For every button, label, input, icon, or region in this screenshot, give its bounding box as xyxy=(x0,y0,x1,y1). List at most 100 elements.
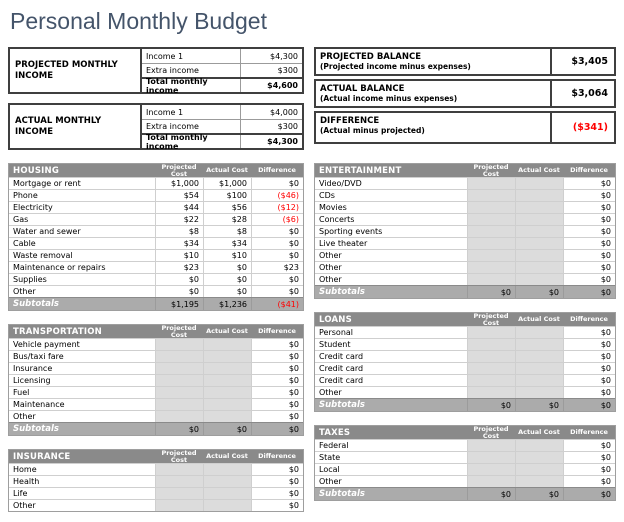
actual-cost-cell[interactable]: $10 xyxy=(203,250,251,261)
projected-cost-cell[interactable] xyxy=(155,375,203,386)
projected-cost-cell[interactable] xyxy=(467,464,515,475)
projected-cost-cell[interactable]: $10 xyxy=(155,250,203,261)
actual-cost-cell[interactable] xyxy=(515,262,563,273)
projected-cost-cell[interactable]: $22 xyxy=(155,214,203,225)
projected-cost-cell[interactable] xyxy=(155,488,203,499)
projected-cost-cell[interactable] xyxy=(155,351,203,362)
table-row: Fuel $0 xyxy=(9,386,303,398)
actual-cost-cell[interactable] xyxy=(515,363,563,374)
actual-cost-cell[interactable] xyxy=(515,178,563,189)
actual-cost-cell[interactable]: $28 xyxy=(203,214,251,225)
projected-cost-cell[interactable] xyxy=(467,452,515,463)
difference-cell: $0 xyxy=(251,286,303,297)
projected-cost-cell[interactable] xyxy=(467,339,515,350)
row-label: Movies xyxy=(319,203,347,212)
actual-cost-cell[interactable] xyxy=(515,202,563,213)
table-row: Other $0 xyxy=(315,273,615,285)
projected-cost-cell[interactable] xyxy=(155,476,203,487)
actual-cost-cell[interactable] xyxy=(515,452,563,463)
actual-cost-cell[interactable]: $0 xyxy=(203,286,251,297)
actual-cost-cell[interactable] xyxy=(515,190,563,201)
column-header: Actual Cost xyxy=(206,327,248,336)
projected-cost-cell[interactable] xyxy=(467,440,515,451)
projected-cost-cell[interactable] xyxy=(467,387,515,398)
projected-cost-cell[interactable] xyxy=(155,411,203,422)
actual-cost-cell[interactable]: $0 xyxy=(203,262,251,273)
income-value-cell[interactable]: $4,300 xyxy=(240,49,302,63)
actual-cost-cell[interactable] xyxy=(203,387,251,398)
row-label: Federal xyxy=(319,441,349,450)
actual-cost-cell[interactable] xyxy=(203,399,251,410)
projected-cost-cell[interactable] xyxy=(155,464,203,475)
projected-cost-cell[interactable] xyxy=(467,226,515,237)
expense-table-taxes: TAXES Projected Cost Actual Cost Difference… xyxy=(314,425,616,501)
actual-cost-cell[interactable] xyxy=(515,339,563,350)
actual-cost-cell[interactable] xyxy=(203,351,251,362)
actual-cost-cell[interactable] xyxy=(203,363,251,374)
income-value-cell[interactable]: $300 xyxy=(240,120,302,133)
income-value-cell[interactable]: $300 xyxy=(240,64,302,77)
actual-cost-cell[interactable]: $1,000 xyxy=(203,178,251,189)
actual-cost-cell[interactable] xyxy=(515,387,563,398)
projected-cost-cell[interactable] xyxy=(467,274,515,285)
projected-cost-cell[interactable] xyxy=(155,339,203,350)
actual-cost-cell[interactable]: $34 xyxy=(203,238,251,249)
projected-cost-cell[interactable]: $0 xyxy=(155,274,203,285)
actual-cost-cell[interactable] xyxy=(515,214,563,225)
actual-cost-cell[interactable] xyxy=(515,464,563,475)
actual-cost-cell[interactable] xyxy=(203,411,251,422)
projected-cost-cell[interactable] xyxy=(467,190,515,201)
projected-cost-cell[interactable] xyxy=(467,178,515,189)
actual-cost-cell[interactable] xyxy=(515,375,563,386)
row-label: Mortgage or rent xyxy=(13,179,81,188)
projected-cost-cell[interactable]: $54 xyxy=(155,190,203,201)
actual-cost-cell[interactable] xyxy=(203,464,251,475)
actual-cost-cell[interactable] xyxy=(203,339,251,350)
difference-cell: $0 xyxy=(563,363,615,374)
projected-cost-cell[interactable]: $1,000 xyxy=(155,178,203,189)
difference-cell: $0 xyxy=(251,399,303,410)
projected-cost-cell[interactable] xyxy=(155,387,203,398)
actual-cost-cell[interactable] xyxy=(515,274,563,285)
projected-cost-cell[interactable] xyxy=(155,363,203,374)
table-row: Other $0 xyxy=(315,261,615,273)
actual-cost-cell[interactable] xyxy=(203,375,251,386)
projected-cost-cell[interactable]: $44 xyxy=(155,202,203,213)
projected-cost-cell[interactable] xyxy=(467,250,515,261)
projected-cost-cell[interactable] xyxy=(467,363,515,374)
actual-cost-cell[interactable] xyxy=(203,500,251,511)
difference-cell: $0 xyxy=(563,214,615,225)
actual-cost-cell[interactable]: $8 xyxy=(203,226,251,237)
income-value-cell[interactable]: $4,000 xyxy=(240,105,302,119)
actual-cost-cell[interactable] xyxy=(515,250,563,261)
actual-cost-cell[interactable] xyxy=(515,476,563,487)
projected-cost-cell[interactable] xyxy=(467,202,515,213)
projected-cost-cell[interactable] xyxy=(467,476,515,487)
projected-cost-cell[interactable] xyxy=(467,262,515,273)
actual-cost-cell[interactable]: $100 xyxy=(203,190,251,201)
actual-cost-cell[interactable] xyxy=(515,440,563,451)
actual-cost-cell[interactable] xyxy=(515,226,563,237)
actual-cost-cell[interactable]: $56 xyxy=(203,202,251,213)
projected-cost-cell[interactable]: $0 xyxy=(155,286,203,297)
actual-cost-cell[interactable] xyxy=(515,351,563,362)
actual-cost-cell[interactable] xyxy=(203,476,251,487)
actual-cost-cell[interactable] xyxy=(515,238,563,249)
difference-cell: $0 xyxy=(563,238,615,249)
summary-subtitle: (Actual income minus expenses) xyxy=(320,94,458,103)
projected-cost-cell[interactable]: $8 xyxy=(155,226,203,237)
projected-cost-cell[interactable]: $34 xyxy=(155,238,203,249)
actual-cost-cell[interactable]: $0 xyxy=(203,274,251,285)
expense-table-entertainment: ENTERTAINMENT Projected Cost Actual Cost Di… xyxy=(314,163,616,299)
actual-cost-cell[interactable] xyxy=(515,327,563,338)
projected-cost-cell[interactable] xyxy=(467,327,515,338)
income-total-label: Total monthly income xyxy=(146,132,208,151)
projected-cost-cell[interactable] xyxy=(467,238,515,249)
projected-cost-cell[interactable]: $23 xyxy=(155,262,203,273)
projected-cost-cell[interactable] xyxy=(467,375,515,386)
actual-cost-cell[interactable] xyxy=(203,488,251,499)
projected-cost-cell[interactable] xyxy=(155,500,203,511)
projected-cost-cell[interactable] xyxy=(467,351,515,362)
projected-cost-cell[interactable] xyxy=(155,399,203,410)
projected-cost-cell[interactable] xyxy=(467,214,515,225)
